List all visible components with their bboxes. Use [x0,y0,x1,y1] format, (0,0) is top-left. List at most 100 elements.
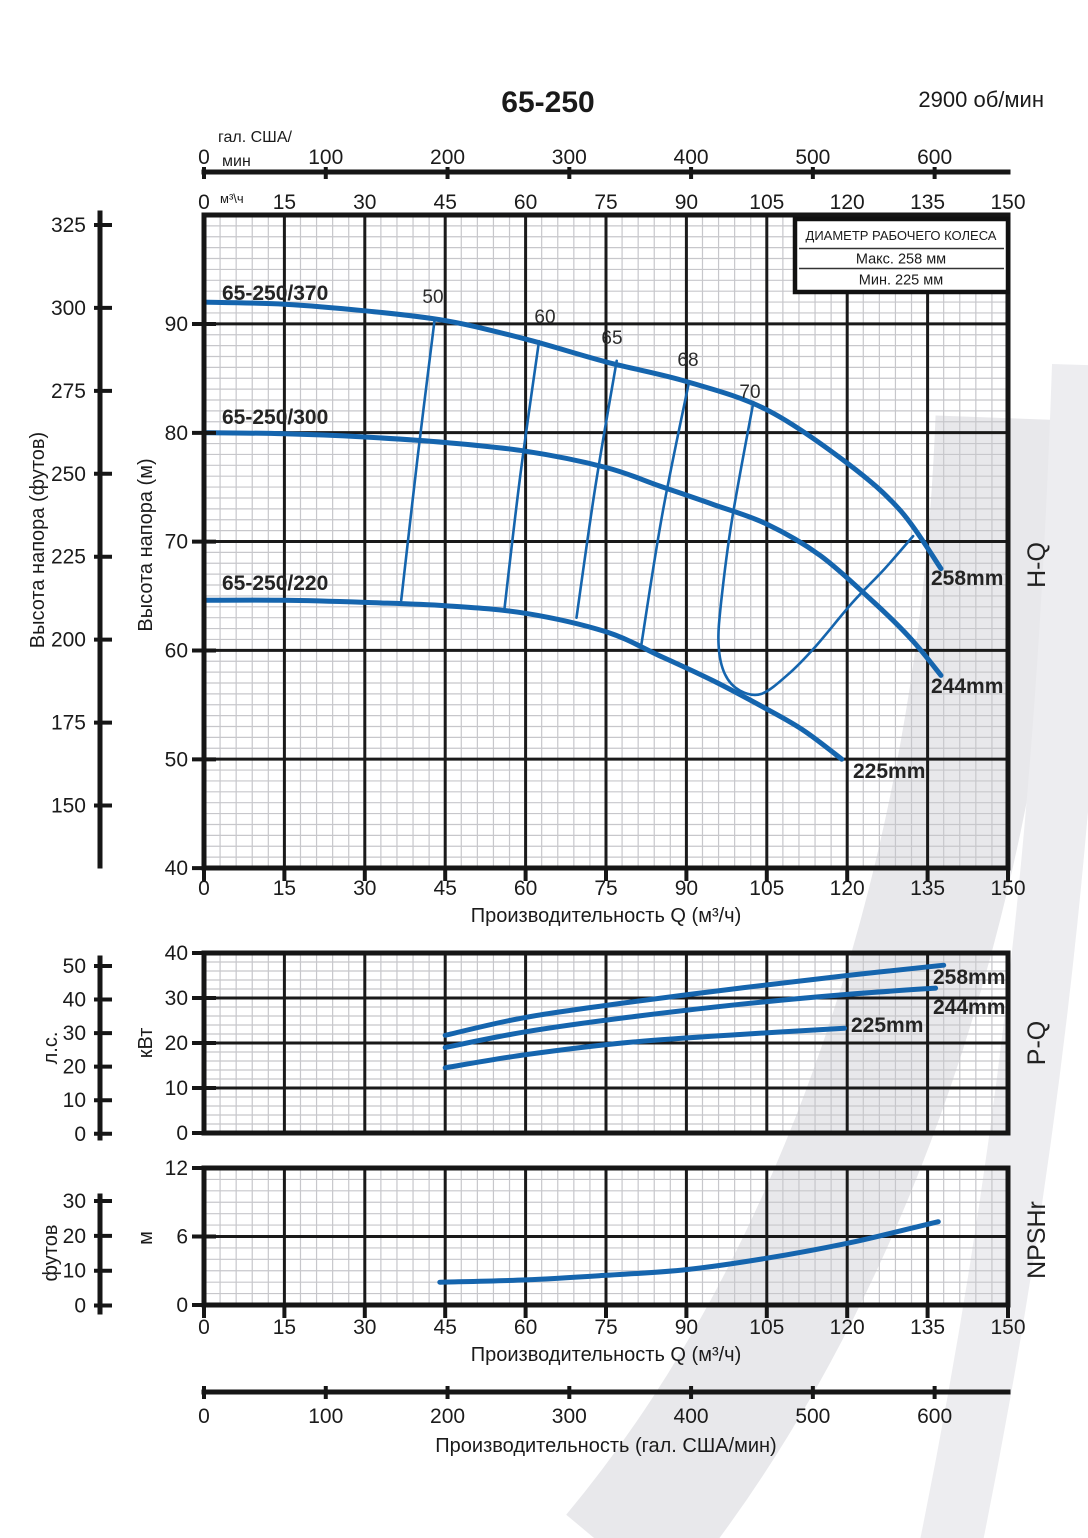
tick-label: 15 [273,877,296,900]
tick-label: 275 [51,380,86,403]
tick-label: 500 [795,1405,830,1428]
hq-efficiency-lines [399,319,915,697]
tick-label: 30 [165,987,188,1010]
tick-label: 135 [910,191,945,214]
tick-label: 120 [830,1316,865,1339]
tick-label: 105 [749,877,784,900]
power-hp-axis-title: л.с. [40,1032,62,1065]
npsh-bottom-tick-labels: 0 15 30 45 60 75 90 105 120 135 150 [198,1305,1026,1339]
tick-label: 60 [514,1316,537,1339]
gpm-x-axis-title: Производительность (гал. США/мин) [435,1435,776,1457]
pq-side-label: P-Q [1023,1021,1051,1065]
tick-label: 40 [165,857,188,880]
tick-label: 0 [198,1405,210,1428]
tick-label: 150 [990,877,1025,900]
tick-label: 45 [434,1316,457,1339]
efficiency-label-68: 68 [677,350,698,371]
npsh-side-label: NPSHr [1023,1201,1051,1279]
npsh-x-axis-title: Производительность Q (м³/ч) [471,1344,742,1366]
pq-label-225: 225mm [851,1014,923,1037]
tick-label: 120 [830,877,865,900]
tick-label: 150 [990,1316,1025,1339]
hq-bottom-tick-labels: 0 15 30 45 60 75 90 105 120 135 150 [198,868,1026,900]
m3h-unit: м³\ч [220,191,244,206]
tick-label: 0 [198,1316,210,1339]
hq-grid [204,215,1008,868]
head-m-tick-labels: 90 80 70 60 50 40 [165,313,216,880]
tick-label: 100 [308,1405,343,1428]
head-ft-tick-labels: 325 300 275 250 225 200 175 150 [51,214,112,818]
tick-label: 45 [434,877,457,900]
gpm-unit-line1: гал. США/ [218,129,293,146]
tick-label: 75 [594,877,617,900]
tick-label: 6 [176,1226,188,1249]
tick-label: 30 [353,877,376,900]
diameter-label-258: 258mm [931,567,1003,590]
npsh-m-axis-title: м [135,1231,157,1245]
tick-label: 90 [675,191,698,214]
diameter-label-244: 244mm [931,675,1003,698]
tick-label: 15 [273,191,296,214]
legend-title: ДИАМЕТР РАБОЧЕГО КОЛЕСА [806,228,997,243]
efficiency-line-68 [639,380,691,650]
speed-label: 2900 об/мин [918,87,1044,112]
tick-label: 20 [63,1225,86,1248]
efficiency-label-65: 65 [601,328,622,349]
power-kw-axis-title: кВт [135,1028,157,1059]
curve-label-220: 65-250/220 [222,572,328,595]
legend-max-diameter: Макс. 258 мм [856,252,946,268]
tick-label: 50 [63,955,86,978]
head-ft-axis-title: Высота напора (футов) [27,432,49,648]
tick-label: 200 [51,629,86,652]
tick-label: 30 [63,1022,86,1045]
tick-label: 20 [63,1056,86,1079]
pq-chart: 50 40 30 20 10 0 л.с. 40 30 20 10 0 кВт 258mm 244… [40,942,1051,1146]
tick-label: 15 [273,1316,296,1339]
tick-label: 90 [675,877,698,900]
tick-label: 60 [514,877,537,900]
tick-label: 225 [51,546,86,569]
tick-label: 300 [51,297,86,320]
tick-label: 135 [910,877,945,900]
tick-label: 10 [63,1089,86,1112]
hq-side-label: H-Q [1023,542,1051,588]
npsh-ft-tick-labels: 30 20 10 0 [63,1190,112,1318]
bottom-flow-axis-gpm: 0 100 200 300 400 500 600 Производительность (… [198,1386,1011,1457]
curve-65-250-220-225mm [201,597,845,762]
tick-label: 200 [430,1405,465,1428]
tick-label: 400 [674,146,709,169]
tick-label: 135 [910,1316,945,1339]
efficiency-line-65 [575,359,618,619]
tick-label: 0 [176,1122,188,1145]
tick-label: 40 [63,989,86,1012]
power-kw-tick-labels: 40 30 20 10 0 [165,942,216,1145]
tick-label: 75 [594,1316,617,1339]
tick-label: 60 [165,639,188,662]
tick-label: 50 [165,748,188,771]
tick-label: 105 [749,191,784,214]
tick-label: 20 [165,1032,188,1055]
curve-65-250-300-244mm [201,430,944,678]
tick-label: 80 [165,422,188,445]
head-m-axis-title: Высота напора (м) [135,458,157,631]
top-flow-axis-m3h: м³\ч 0 15 30 45 60 75 90 105 120 135 150 [198,191,1025,214]
tick-label: 250 [51,463,86,486]
tick-label: 0 [74,1295,86,1318]
watermark-edge-icon [920,363,1088,1538]
efficiency-line-50 [399,319,436,602]
legend-min-diameter: Мин. 225 мм [859,273,943,289]
tick-label: 30 [63,1190,86,1213]
tick-label: 120 [830,191,865,214]
tick-label: 10 [165,1077,188,1100]
curve-npshr [437,1219,941,1285]
tick-label: 0 [176,1294,188,1317]
npsh-m-tick-labels: 12 6 0 [165,1157,216,1317]
curve-65-250-370-258mm [201,299,944,572]
tick-label: 400 [674,1405,709,1428]
pq-curves [442,962,947,1071]
tick-label: 600 [917,1405,952,1428]
tick-label: 12 [165,1157,188,1180]
page-title: 65-250 [501,86,594,119]
